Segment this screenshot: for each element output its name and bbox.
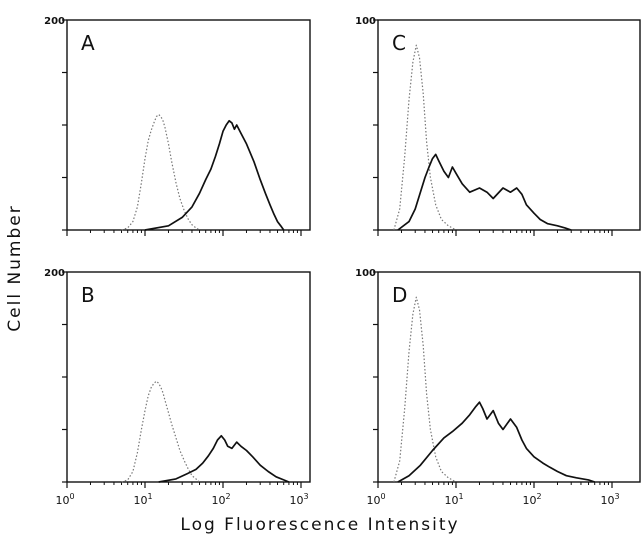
panel-label: D	[392, 283, 407, 307]
panel-frame	[66, 19, 311, 231]
x-tick-label: 103	[289, 492, 308, 507]
panel-label: B	[81, 283, 95, 307]
sample-histogram-line	[158, 434, 290, 483]
y-tick-label: 100	[355, 268, 376, 279]
x-tick-label: 100	[366, 492, 385, 507]
sample-histogram-line	[144, 119, 285, 231]
control-histogram-line	[393, 296, 457, 483]
y-tick-label: 200	[44, 16, 65, 27]
panel-c: 100 C	[355, 16, 641, 236]
y-tick-label: 200	[44, 268, 65, 279]
sample-histogram-line	[397, 401, 595, 483]
y-axis-label: Cell Number	[5, 204, 25, 331]
control-histogram-line	[121, 113, 200, 231]
x-tick-label: 102	[522, 492, 541, 507]
x-tick-label: 101	[444, 492, 463, 507]
panel-d: 100 100 101 102 103 D	[355, 268, 641, 507]
x-axis-label: Log Fluorescence Intensity	[180, 515, 459, 535]
panel-label: C	[392, 31, 406, 55]
control-histogram-line	[121, 380, 200, 483]
panel-frame	[66, 271, 311, 483]
panel-label: A	[81, 31, 95, 55]
panel-a: 200 A	[44, 16, 311, 236]
x-tick-label: 102	[211, 492, 230, 507]
panel-b: 200 100 101 102 103 B	[44, 268, 311, 507]
x-tick-label: 101	[133, 492, 152, 507]
control-histogram-line	[393, 44, 457, 231]
x-tick-label: 100	[55, 492, 74, 507]
y-tick-label: 100	[355, 16, 376, 27]
sample-histogram-line	[397, 153, 572, 231]
x-tick-label: 103	[600, 492, 619, 507]
